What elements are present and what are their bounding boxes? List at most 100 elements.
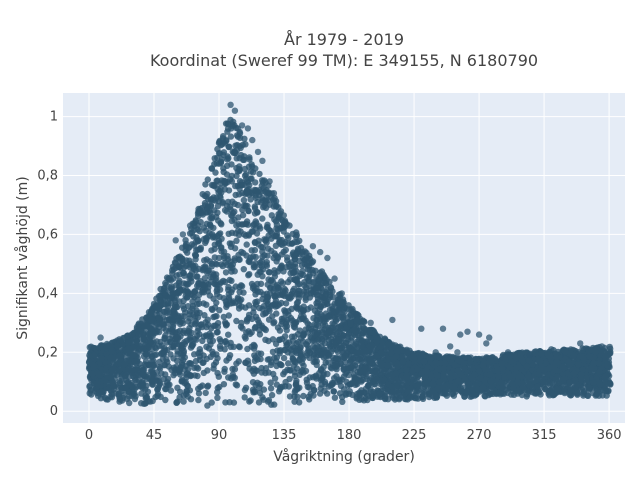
- scatter-point: [293, 365, 301, 372]
- scatter-point: [173, 357, 181, 364]
- scatter-point: [559, 363, 566, 370]
- scatter-point: [285, 360, 292, 367]
- scatter-point: [142, 395, 149, 402]
- scatter-point: [595, 360, 602, 367]
- scatter-point: [225, 312, 232, 319]
- scatter-point: [267, 361, 275, 369]
- scatter-point: [286, 263, 293, 270]
- scatter-point: [209, 348, 216, 355]
- scatter-point: [278, 361, 285, 369]
- scatter-point: [280, 354, 288, 362]
- scatter-point: [174, 398, 181, 405]
- scatter-point: [86, 383, 93, 390]
- scatter-point: [218, 244, 225, 251]
- scatter-point: [134, 367, 141, 374]
- scatter-point: [303, 349, 311, 357]
- scatter-point: [186, 272, 193, 279]
- scatter-point: [230, 399, 238, 406]
- scatter-point: [241, 333, 248, 340]
- scatter-point: [497, 391, 504, 398]
- scatter-point: [216, 307, 223, 314]
- scatter-point: [537, 357, 544, 365]
- scatter-point: [303, 376, 310, 383]
- scatter-point: [320, 271, 327, 278]
- scatter-point: [161, 334, 168, 341]
- scatter-point: [252, 192, 259, 199]
- scatter-point: [195, 396, 202, 404]
- scatter-point: [420, 358, 428, 365]
- scatter-point: [216, 383, 223, 391]
- scatter-point: [247, 397, 254, 404]
- scatter-point: [212, 197, 219, 204]
- scatter-point: [190, 263, 197, 271]
- scatter-point: [380, 376, 388, 383]
- scatter-point: [415, 386, 422, 394]
- scatter-point: [399, 353, 406, 360]
- scatter-point: [238, 283, 246, 290]
- scatter-point: [475, 367, 483, 375]
- scatter-point: [177, 333, 184, 340]
- scatter-point: [247, 196, 254, 203]
- scatter-point: [433, 372, 440, 379]
- scatter-point: [163, 382, 170, 389]
- scatter-point: [319, 338, 326, 345]
- scatter-point: [600, 387, 607, 394]
- scatter-point: [233, 317, 240, 325]
- scatter-point: [174, 351, 181, 358]
- scatter-point: [389, 394, 397, 401]
- scatter-point: [330, 388, 337, 395]
- scatter-point: [222, 179, 229, 186]
- scatter-point: [304, 341, 311, 349]
- scatter-point: [231, 366, 239, 373]
- scatter-point: [162, 279, 169, 287]
- scatter-point: [388, 350, 395, 357]
- scatter-point: [236, 178, 244, 185]
- scatter-point: [102, 378, 109, 386]
- scatter-point: [173, 338, 180, 345]
- scatter-point: [363, 373, 370, 380]
- scatter-point: [280, 224, 288, 231]
- chart-subtitle: Koordinat (Sweref 99 TM): E 349155, N 61…: [150, 51, 538, 70]
- scatter-point: [274, 347, 281, 354]
- scatter-point: [216, 336, 223, 343]
- scatter-point: [328, 381, 336, 388]
- scatter-point: [210, 313, 217, 321]
- scatter-point: [207, 215, 214, 222]
- scatter-point: [270, 254, 277, 262]
- scatter-point: [233, 155, 240, 162]
- scatter-point: [194, 314, 202, 321]
- scatter-point: [306, 266, 313, 273]
- scatter-point: [314, 329, 321, 336]
- scatter-point: [235, 251, 242, 259]
- scatter-point: [273, 381, 280, 388]
- scatter-point: [119, 394, 127, 402]
- scatter-point: [101, 394, 109, 401]
- scatter-point: [300, 369, 307, 376]
- scatter-point: [216, 187, 224, 195]
- scatter-point: [196, 291, 203, 298]
- scatter-point: [234, 294, 242, 301]
- scatter-point: [593, 391, 600, 398]
- scatter-point: [579, 345, 586, 352]
- scatter-point: [487, 378, 495, 385]
- scatter-point: [498, 360, 506, 367]
- scatter-point: [123, 333, 131, 340]
- scatter-point: [238, 221, 245, 228]
- scatter-point: [312, 267, 319, 274]
- scatter-point: [228, 161, 235, 168]
- scatter-point: [220, 313, 227, 321]
- scatter-point: [193, 319, 200, 327]
- scatter-point: [170, 266, 177, 273]
- scatter-point: [301, 282, 308, 289]
- scatter-point: [236, 288, 243, 296]
- scatter-point: [220, 381, 228, 388]
- scatter-point: [215, 160, 223, 167]
- scatter-point: [294, 290, 301, 297]
- scatter-point: [214, 394, 221, 401]
- scatter-point: [257, 280, 265, 287]
- scatter-point: [245, 207, 252, 215]
- scatter-point: [237, 323, 245, 330]
- scatter-point: [323, 330, 331, 337]
- scatter-point: [122, 373, 129, 380]
- scatter-point: [116, 366, 123, 374]
